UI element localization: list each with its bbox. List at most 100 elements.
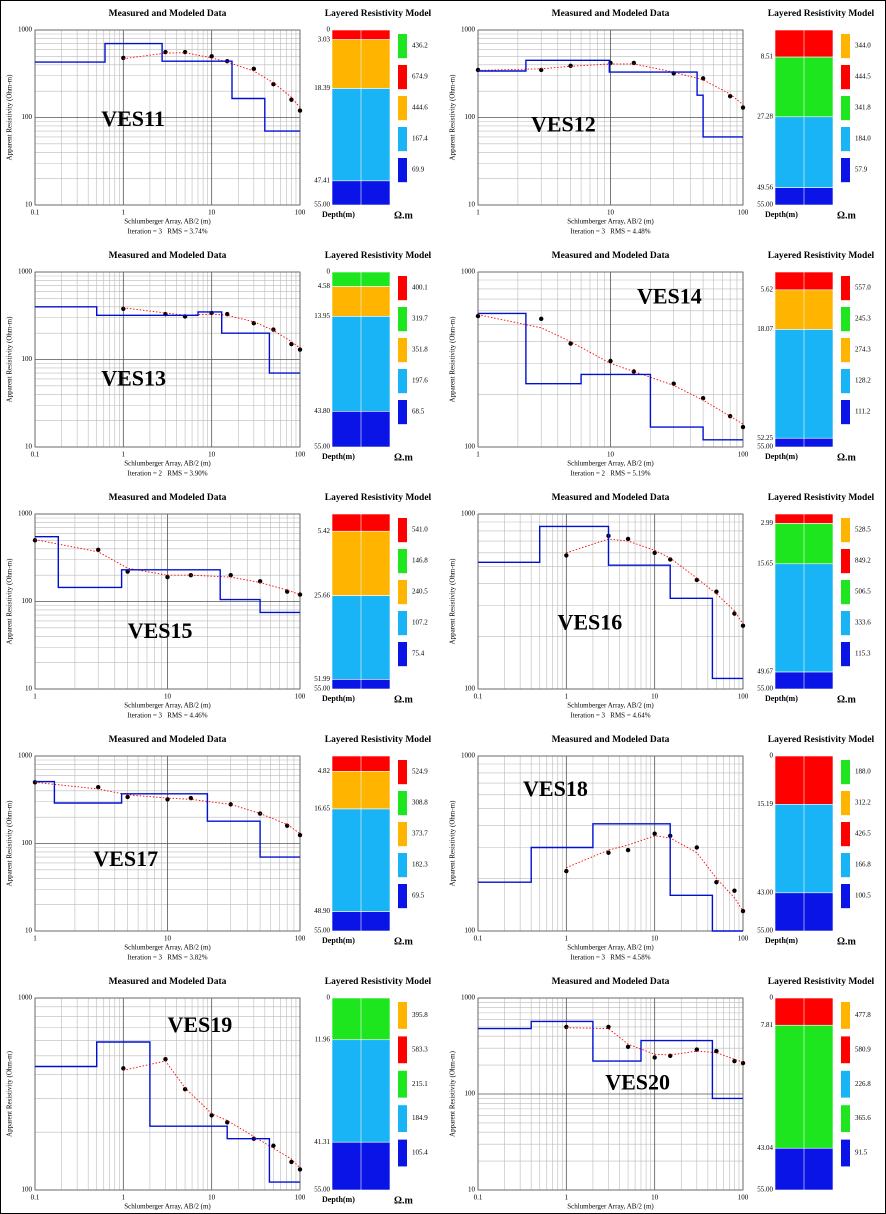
legend-swatch [841, 1070, 850, 1098]
x-tick-label: 10 [164, 693, 172, 701]
y-tick-label: 100 [465, 927, 476, 935]
depth-label: 15.65 [757, 559, 773, 567]
legend-swatch [841, 65, 850, 90]
x-tick-label: 10 [208, 209, 216, 217]
chart-title: Measured and Modeled Data [109, 493, 227, 503]
x-tick-label: 1 [565, 935, 569, 943]
measured-point [539, 316, 544, 322]
measured-point [297, 1167, 303, 1172]
model-curve [478, 525, 743, 680]
calculated-curve [566, 1027, 744, 1063]
legend-swatch [398, 611, 407, 636]
measured-point [121, 55, 126, 61]
resistivity-label: 308.8 [412, 799, 428, 807]
depth-axis-label: Depth(m) [322, 210, 355, 219]
x-tick-label: 0.1 [31, 451, 40, 459]
resistivity-label: 68.5 [412, 408, 425, 416]
measured-point [121, 306, 126, 311]
x-tick-label: 10 [651, 935, 659, 943]
legend-swatch [841, 34, 850, 59]
legend-swatch [398, 338, 407, 363]
calculated-curve [123, 1060, 301, 1169]
legend-swatch [398, 96, 407, 121]
resistivity-label: 69.9 [412, 166, 425, 174]
x-tick-label: 100 [738, 209, 749, 217]
legend-swatch [398, 127, 407, 152]
depth-label: 49.56 [757, 183, 773, 191]
model-curve [35, 306, 300, 374]
plot-frame [477, 755, 744, 932]
unit-label: Ω.m [394, 210, 414, 221]
depth-label: 0 [770, 752, 774, 760]
depth-axis-label: Depth(m) [322, 1195, 355, 1204]
resistivity-label: 100.5 [855, 892, 871, 900]
y-axis-label: Apparent Resistivity (Ohm-m) [449, 800, 457, 887]
y-tick-label: 100 [22, 597, 33, 605]
chart-title: Measured and Modeled Data [552, 493, 670, 503]
model-title: Layered Resistivity Model [325, 9, 432, 19]
x-tick-label: 0.1 [474, 693, 483, 701]
model-curve [35, 780, 300, 858]
resistivity-label: 583.3 [412, 1045, 428, 1053]
legend-swatch [841, 338, 850, 363]
model-curve [478, 59, 743, 138]
model-curve [478, 1020, 743, 1100]
chart-title: Measured and Modeled Data [109, 9, 227, 19]
ves-label: VES20 [605, 1069, 670, 1094]
measured-point [251, 320, 257, 326]
legend-swatch [841, 518, 850, 543]
y-axis-label: Apparent Resistivity (Ohm-m) [6, 800, 14, 887]
unit-label: Ω.m [837, 210, 857, 221]
x-tick-label: 0.1 [474, 935, 483, 943]
depth-label: 48.90 [314, 907, 330, 915]
x-tick-label: 1 [122, 1194, 126, 1202]
resistivity-label: 524.9 [412, 768, 428, 776]
depth-label: 43.00 [757, 888, 773, 896]
legend-swatch [398, 276, 407, 301]
measured-point [568, 63, 573, 68]
calculated-curve [566, 538, 744, 625]
resistivity-label: 436.2 [412, 42, 428, 50]
legend-swatch [398, 158, 407, 183]
legend-swatch [398, 1070, 407, 1098]
measured-point [96, 547, 101, 552]
fit-note: Iteration = 3 RMS = 4.48% [570, 228, 650, 236]
chart-title: Measured and Modeled Data [109, 251, 227, 261]
x-axis-label: Schlumberger Array, AB/2 (m) [567, 702, 654, 710]
legend-swatch [841, 1036, 850, 1064]
measured-point [625, 1044, 631, 1050]
depth-label: 4.58 [318, 282, 331, 290]
y-axis-label: Apparent Resistivity (Ohm-m) [449, 1050, 457, 1137]
ves-label: VES15 [128, 618, 193, 643]
measured-point [225, 1120, 230, 1125]
legend-swatch [398, 822, 407, 847]
legend-swatch [398, 853, 407, 878]
x-tick-label: 10 [651, 693, 659, 701]
depth-label: 55.00 [314, 201, 330, 209]
resistivity-label: 506.5 [855, 588, 871, 596]
plot-frame [477, 513, 744, 690]
legend-swatch [398, 1105, 407, 1133]
x-tick-label: 1 [565, 1194, 569, 1202]
x-tick-label: 10 [651, 1194, 659, 1202]
legend-swatch [841, 822, 850, 847]
model-curve [35, 1041, 300, 1183]
fit-note: Iteration = 3 RMS = 4.64% [570, 712, 650, 720]
measured-point [564, 1024, 569, 1030]
x-tick-label: 100 [738, 1194, 749, 1202]
ves-label: VES11 [101, 106, 165, 131]
measured-point [694, 845, 700, 850]
depth-axis-label: Depth(m) [322, 694, 355, 703]
x-tick-label: 1 [476, 209, 480, 217]
y-tick-label: 100 [22, 1186, 33, 1194]
ves-label: VES16 [558, 609, 623, 634]
depth-axis-label: Depth(m) [765, 936, 798, 945]
y-tick-label: 1000 [18, 752, 33, 760]
resistivity-label: 115.3 [855, 650, 871, 658]
legend-swatch [841, 369, 850, 394]
y-tick-label: 1000 [461, 26, 476, 34]
ves-label: VES14 [637, 283, 702, 308]
x-tick-label: 1 [565, 693, 569, 701]
measured-point [727, 94, 733, 99]
legend-swatch [841, 127, 850, 152]
